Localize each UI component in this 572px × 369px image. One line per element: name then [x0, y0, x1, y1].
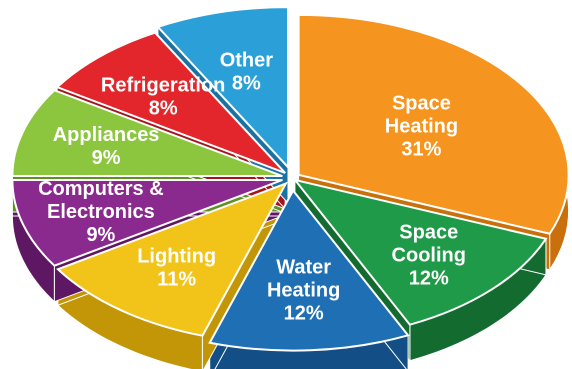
- slice-value: 12%: [284, 303, 324, 325]
- slice-value: 11%: [157, 268, 196, 290]
- slice-name: Cooling: [392, 244, 466, 266]
- slice-value: 9%: [86, 224, 115, 246]
- slice-name: Space: [399, 221, 458, 243]
- slice-name: Lighting: [137, 245, 216, 267]
- slice-value: 8%: [149, 97, 178, 119]
- slice-name: Appliances: [53, 124, 160, 146]
- slice-name: Heating: [267, 280, 340, 302]
- slice-name: Heating: [385, 115, 458, 137]
- slice-name: Space: [392, 92, 451, 114]
- slice-value: 8%: [232, 73, 261, 95]
- slice-name: Refrigeration: [101, 74, 225, 96]
- slice-value: 31%: [401, 138, 441, 160]
- slice-name: Electronics: [47, 201, 155, 223]
- slice-name: Computers &: [38, 178, 164, 200]
- slice-value: 12%: [409, 267, 449, 289]
- slice-value: 9%: [92, 147, 121, 169]
- slice-name: Other: [220, 50, 274, 72]
- slice-name: Water: [276, 257, 331, 279]
